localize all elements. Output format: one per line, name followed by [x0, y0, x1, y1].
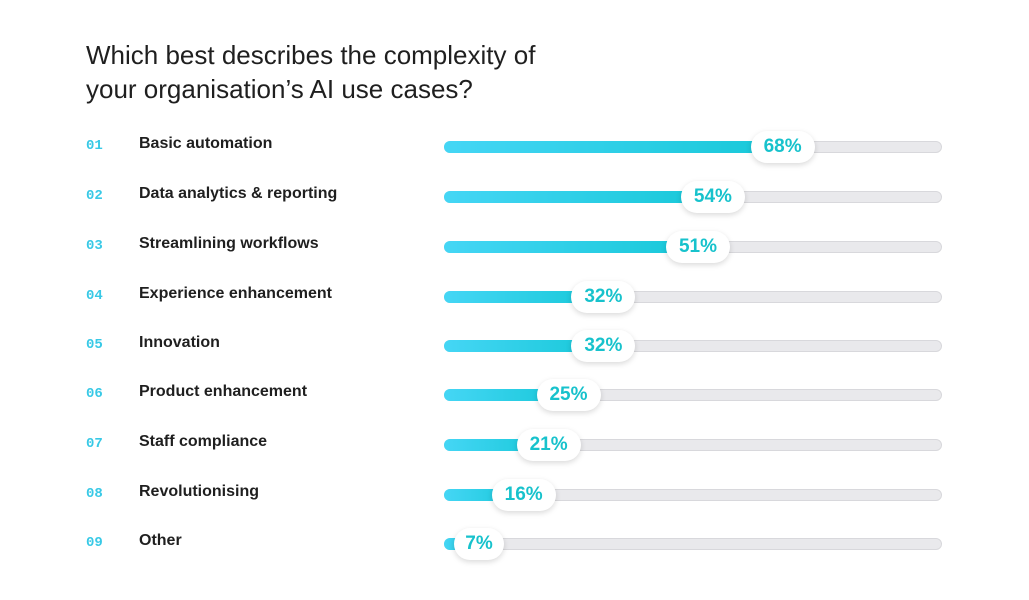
bar-value-label: 51% [665, 231, 730, 263]
bar-value-label: 25% [536, 379, 601, 411]
bar-index: 06 [86, 386, 103, 402]
bar-track [444, 538, 942, 550]
bar-row: 03 Streamlining workflows 51% [0, 228, 1029, 268]
bar-row: 06 Product enhancement 25% [0, 376, 1029, 416]
bar-index: 03 [86, 238, 103, 254]
bar-value-label: 32% [571, 281, 636, 313]
bar-index: 07 [86, 436, 103, 452]
bar-row: 08 Revolutionising 16% [0, 476, 1029, 516]
bar [444, 241, 698, 253]
bar [444, 340, 604, 352]
bar [444, 191, 713, 203]
bar-label: Staff compliance [139, 433, 268, 450]
bar-value-label: 21% [516, 429, 581, 461]
bar-row: 04 Experience enhancement 32% [0, 278, 1029, 318]
bar-index: 02 [86, 188, 103, 204]
bar-value-label: 16% [491, 479, 556, 511]
bar-value-label: 7% [454, 528, 504, 560]
bar-label: Innovation [139, 334, 220, 351]
bar-label: Other [139, 532, 182, 549]
bar-label: Product enhancement [139, 383, 308, 400]
bar [444, 291, 604, 303]
bar-index: 08 [86, 486, 103, 502]
bar-value-label: 54% [680, 181, 745, 213]
bar-label: Data analytics & reporting [139, 185, 338, 202]
bar-label: Experience enhancement [139, 285, 332, 302]
bar-value-label: 32% [571, 330, 636, 362]
bar-index: 01 [86, 138, 103, 154]
bar-row: 09 Other 7% [0, 525, 1029, 565]
bar-index: 04 [86, 288, 103, 304]
bar-label: Streamlining workflows [139, 235, 319, 252]
bar-label: Revolutionising [139, 483, 259, 500]
bar [444, 141, 783, 153]
chart-title: Which best describes the complexity of y… [86, 40, 536, 104]
bar-label: Basic automation [139, 135, 273, 152]
bar-index: 09 [86, 535, 103, 551]
bar-row: 01 Basic automation 68% [0, 128, 1029, 168]
bar-row: 05 Innovation 32% [0, 327, 1029, 367]
bar-row: 02 Data analytics & reporting 54% [0, 178, 1029, 218]
bar-value-label: 68% [750, 131, 815, 163]
bar-row: 07 Staff compliance 21% [0, 426, 1029, 466]
bar-index: 05 [86, 337, 103, 353]
